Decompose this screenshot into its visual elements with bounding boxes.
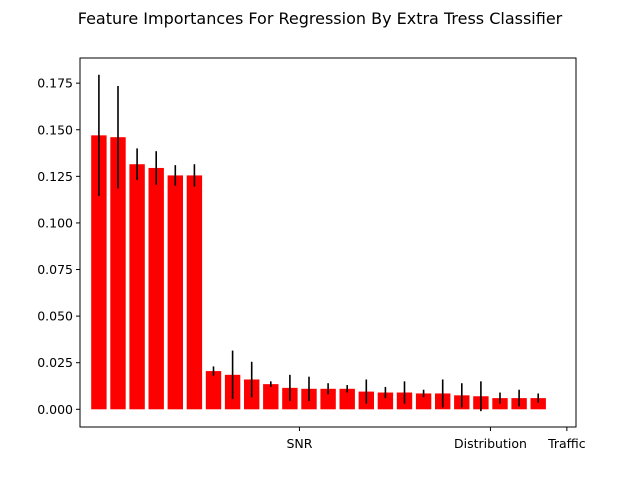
bar-6	[205, 371, 222, 410]
y-tick-label-6: 0.150	[37, 122, 73, 137]
bar-9	[263, 384, 279, 410]
chart-title: Feature Importances For Regression By Ex…	[78, 9, 563, 28]
bar-5	[186, 175, 203, 410]
bar-12	[320, 388, 336, 410]
x-axis: SNR Distribution Traffic	[286, 427, 586, 451]
y-tick-label-5: 0.125	[37, 169, 73, 184]
y-tick-label-4: 0.100	[37, 215, 73, 230]
errorbars-layer	[98, 74, 540, 412]
x-tick-label-1: Distribution	[454, 436, 527, 451]
bar-17	[415, 393, 432, 410]
bar-4	[167, 175, 183, 410]
y-tick-label-1: 0.025	[37, 355, 73, 370]
bar-1	[110, 137, 126, 410]
y-tick-label-3: 0.075	[37, 262, 73, 277]
bar-2	[129, 164, 145, 410]
bar-13	[339, 388, 355, 410]
x-tick-label-2: Traffic	[547, 436, 586, 451]
y-tick-label-7: 0.175	[37, 76, 73, 91]
y-tick-label-2: 0.050	[37, 309, 73, 324]
bar-0	[91, 135, 107, 410]
bars-layer	[91, 135, 546, 410]
plot-frame	[79, 57, 577, 428]
bar-3	[148, 167, 164, 410]
x-tick-label-0: SNR	[286, 436, 312, 451]
bar-15	[377, 392, 394, 410]
y-axis: 0.000 0.025 0.050 0.075 0.100 0.125 0.150 0.175	[37, 76, 80, 417]
y-tick-label-0: 0.000	[37, 402, 73, 417]
bar-23	[530, 398, 546, 410]
